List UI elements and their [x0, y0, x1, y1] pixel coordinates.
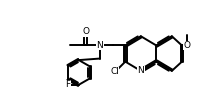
Text: F: F	[65, 80, 70, 89]
Text: Cl: Cl	[110, 67, 119, 76]
Text: N: N	[96, 41, 103, 50]
Text: O: O	[82, 27, 89, 36]
Text: O: O	[183, 41, 190, 50]
Text: N: N	[138, 66, 144, 75]
